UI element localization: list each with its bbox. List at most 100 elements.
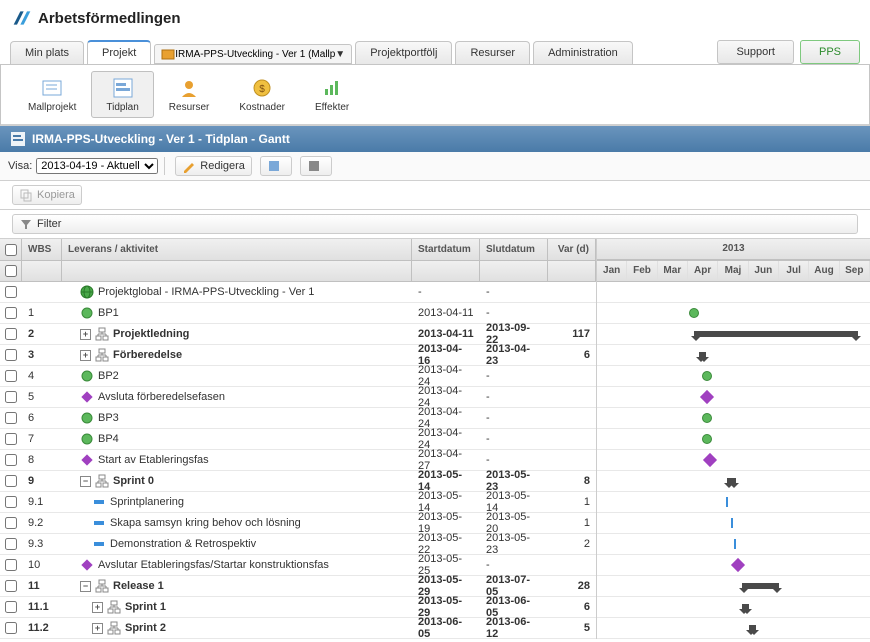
table-row[interactable]: 11.2 + Sprint 2 2013-06-05 2013-06-12 5 (0, 618, 596, 639)
header-end[interactable]: Slutdatum (480, 239, 548, 260)
activity-cell: − Sprint 0 (62, 472, 412, 490)
expand-icon[interactable]: + (80, 329, 91, 340)
table-row[interactable]: 9.3 Demonstration & Retrospektiv 2013-05… (0, 534, 596, 555)
row-checkbox[interactable] (5, 391, 17, 403)
row-checkbox[interactable] (5, 538, 17, 550)
table-row[interactable]: 4 BP2 2013-04-24 - (0, 366, 596, 387)
expand-icon[interactable]: + (92, 623, 103, 634)
gantt-row (597, 450, 870, 471)
expand-icon[interactable]: + (80, 350, 91, 361)
action-button[interactable] (300, 156, 332, 176)
tab-pps[interactable]: PPS (800, 40, 860, 64)
activity-cell: BP2 (62, 367, 412, 385)
gantt-row (597, 492, 870, 513)
row-checkbox[interactable] (5, 496, 17, 508)
row-checkbox[interactable] (5, 349, 17, 361)
header-start[interactable]: Startdatum (412, 239, 480, 260)
table-row[interactable]: Projektglobal - IRMA-PPS-Utveckling - Ve… (0, 282, 596, 303)
disk-icon (267, 159, 281, 173)
activity-name: Avsluta förberedelsefasen (98, 391, 225, 403)
row-type-icon (95, 327, 109, 341)
milestone-marker[interactable] (702, 413, 712, 423)
milestone-marker[interactable] (689, 308, 699, 318)
gantt-row (597, 345, 870, 366)
brand-bar: Arbetsförmedlingen (0, 0, 870, 36)
version-select[interactable]: 2013-04-19 - Aktuell (36, 158, 158, 174)
ribbon-mallprojekt[interactable]: Mallprojekt (13, 71, 91, 118)
row-checkbox[interactable] (5, 433, 17, 445)
kopiera-button[interactable]: Kopiera (12, 185, 82, 205)
ribbon-tidplan[interactable]: Tidplan (91, 71, 153, 118)
ribbon-effekter[interactable]: Effekter (300, 71, 364, 118)
save-button[interactable] (260, 156, 292, 176)
tab-resurser[interactable]: Resurser (455, 41, 530, 64)
tab-projekt[interactable]: Projekt (87, 40, 151, 64)
ribbon-resurser[interactable]: Resurser (154, 71, 225, 118)
table-row[interactable]: 3 + Förberedelse 2013-04-16 2013-04-23 6 (0, 345, 596, 366)
table-row[interactable]: 7 BP4 2013-04-24 - (0, 429, 596, 450)
var-cell (548, 311, 596, 315)
summary-bar[interactable] (749, 625, 756, 631)
header-var[interactable]: Var (d) (548, 239, 596, 260)
summary-bar[interactable] (742, 583, 779, 589)
expand-icon[interactable]: − (80, 476, 91, 487)
row-type-icon (80, 411, 94, 425)
milestone-marker[interactable] (702, 371, 712, 381)
select-all-checkbox[interactable] (5, 244, 17, 256)
row-checkbox[interactable] (5, 517, 17, 529)
row-checkbox[interactable] (5, 370, 17, 382)
row-type-icon (107, 600, 121, 614)
tab-support[interactable]: Support (717, 40, 794, 64)
row-checkbox[interactable] (5, 559, 17, 571)
milestone-marker[interactable] (700, 390, 714, 404)
summary-bar[interactable] (727, 478, 736, 484)
activity-cell: Avsluta förberedelsefasen (62, 388, 412, 406)
summary-bar[interactable] (694, 331, 858, 337)
gear-icon (307, 159, 321, 173)
gantt-row (597, 513, 870, 534)
tab-minplats[interactable]: Min plats (10, 41, 84, 64)
table-row[interactable]: 5 Avsluta förberedelsefasen 2013-04-24 - (0, 387, 596, 408)
milestone-marker[interactable] (702, 434, 712, 444)
task-bar[interactable] (734, 539, 736, 549)
expand-icon[interactable]: + (92, 602, 103, 613)
milestone-marker[interactable] (703, 453, 717, 467)
row-checkbox[interactable] (5, 412, 17, 424)
summary-bar[interactable] (742, 604, 749, 610)
row-checkbox[interactable] (5, 475, 17, 487)
gantt-row (597, 429, 870, 450)
tab-portfolio[interactable]: Projektportfölj (355, 41, 452, 64)
milestone-marker[interactable] (731, 558, 745, 572)
start-cell: 2013-04-11 (412, 305, 480, 321)
summary-bar[interactable] (699, 352, 706, 358)
tab-admin[interactable]: Administration (533, 41, 633, 64)
ribbon-kostnader[interactable]: $ Kostnader (224, 71, 300, 118)
dropdown-icon[interactable]: ▼ (335, 49, 345, 60)
row-type-icon (80, 306, 94, 320)
subproject-tab[interactable]: ▼ (154, 44, 352, 64)
year-label: 2013 (597, 239, 870, 260)
table-row[interactable]: 6 BP3 2013-04-24 - (0, 408, 596, 429)
header-wbs[interactable]: WBS (22, 239, 62, 260)
filter-button[interactable]: Filter (12, 214, 858, 234)
redigera-button[interactable]: Redigera (175, 156, 252, 176)
wbs-cell: 9.1 (22, 494, 62, 510)
ribbon: Mallprojekt Tidplan Resurser $ Kostnader… (0, 64, 870, 126)
row-checkbox[interactable] (5, 328, 17, 340)
row-checkbox[interactable] (5, 622, 17, 634)
var-cell: 1 (548, 494, 596, 510)
row-checkbox[interactable] (5, 580, 17, 592)
filter-icon (19, 217, 33, 231)
expand-icon[interactable]: − (80, 581, 91, 592)
task-bar[interactable] (726, 497, 728, 507)
row-checkbox[interactable] (5, 454, 17, 466)
row-checkbox[interactable] (5, 601, 17, 613)
page-title: IRMA-PPS-Utveckling - Ver 1 - Tidplan - … (32, 132, 290, 146)
row-select-checkbox[interactable] (5, 265, 17, 277)
task-bar[interactable] (731, 518, 733, 528)
subproject-input[interactable] (175, 49, 335, 60)
row-checkbox[interactable] (5, 307, 17, 319)
row-type-icon (92, 537, 106, 551)
row-checkbox[interactable] (5, 286, 17, 298)
header-activity[interactable]: Leverans / aktivitet (62, 239, 412, 260)
